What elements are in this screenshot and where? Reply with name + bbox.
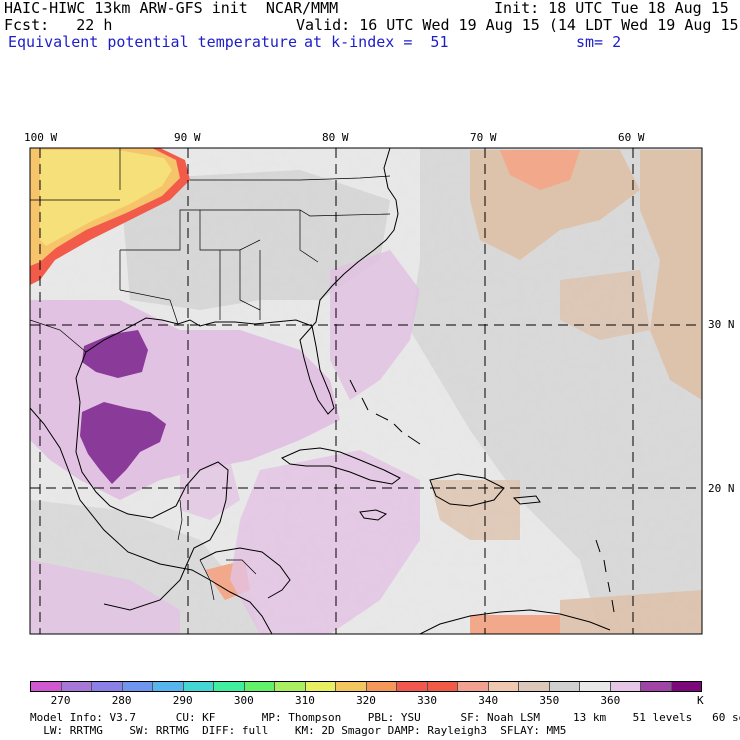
colorbar-swatch bbox=[183, 682, 214, 691]
lon-label-80w: 80 W bbox=[322, 131, 349, 144]
tan-region-mid-atlantic bbox=[560, 270, 650, 340]
tan-region-east-atlantic bbox=[640, 150, 702, 400]
tan-region-south bbox=[560, 590, 702, 634]
colorbar-swatch bbox=[31, 682, 62, 691]
salmon-region-north-atlantic bbox=[500, 150, 580, 190]
colorbar-swatch bbox=[580, 682, 611, 691]
colorbar-tick-label: 310 bbox=[294, 694, 315, 707]
model-info-line-2: LW: RRTMG SW: RRTMG DIFF: full KM: 2D Sm… bbox=[30, 724, 567, 737]
colorbar-swatch bbox=[549, 682, 580, 691]
colorbar bbox=[30, 681, 702, 692]
tan-region-north-atlantic bbox=[470, 150, 640, 260]
colorbar-swatch bbox=[641, 682, 672, 691]
colorbar-swatch bbox=[458, 682, 489, 691]
purple-dark-region-mexico bbox=[80, 402, 166, 484]
lat-lon-grid bbox=[30, 148, 702, 634]
lon-label-60w: 60 W bbox=[618, 131, 645, 144]
level-info: at k-index = 51 bbox=[304, 33, 449, 51]
colorbar-tick-label: 360 bbox=[600, 694, 621, 707]
init-time: Init: 18 UTC Tue 18 Aug 15 bbox=[494, 0, 729, 17]
colorbar-swatch bbox=[305, 682, 336, 691]
colorbar-tick-label: 290 bbox=[172, 694, 193, 707]
field-name: Equivalent potential temperature bbox=[8, 33, 297, 51]
colorbar-swatch bbox=[275, 682, 306, 691]
salmon-region-south-caribbean bbox=[470, 615, 560, 634]
colorbar-tick-label: 350 bbox=[539, 694, 560, 707]
colorbar-unit: K bbox=[697, 694, 704, 707]
coastlines bbox=[30, 148, 615, 634]
gray-region-atlantic bbox=[410, 148, 702, 634]
lon-label-70w: 70 W bbox=[470, 131, 497, 144]
model-info-line-1: Model Info: V3.7 CU: KF MP: Thompson PBL… bbox=[30, 711, 740, 724]
smoothing-info: sm= 2 bbox=[576, 33, 622, 51]
colorbar-tick-label: 330 bbox=[417, 694, 438, 707]
colorbar-tick-label: 300 bbox=[233, 694, 254, 707]
colorbar-tick-label: 270 bbox=[50, 694, 71, 707]
lon-label-100w: 100 W bbox=[24, 131, 58, 144]
colorbar-swatch bbox=[244, 682, 275, 691]
lat-label-30n: 30 N bbox=[708, 318, 735, 331]
colorbar-swatch bbox=[336, 682, 367, 691]
purple-light-region-caribbean bbox=[230, 450, 420, 634]
colorbar-swatch bbox=[610, 682, 641, 691]
model-title: HAIC-HIWC 13km ARW-GFS init NCAR/MMM bbox=[4, 0, 339, 17]
lat-label-20n: 20 N bbox=[708, 482, 735, 495]
forecast-hour: Fcst: 22 h bbox=[4, 16, 113, 34]
equivalent-potential-temperature-map bbox=[29, 147, 703, 635]
lon-label-90w: 90 W bbox=[174, 131, 201, 144]
political-borders bbox=[30, 148, 391, 601]
colorbar-swatch bbox=[92, 682, 123, 691]
purple-dark-region-texas bbox=[82, 330, 148, 378]
colorbar-swatch bbox=[519, 682, 550, 691]
yellow-region-southwest bbox=[40, 150, 172, 246]
colorbar-swatch bbox=[153, 682, 184, 691]
tan-region-caribbean bbox=[430, 480, 520, 540]
colorbar-swatch bbox=[366, 682, 397, 691]
purple-light-region-pacific bbox=[30, 560, 180, 634]
colorbar-swatch bbox=[488, 682, 519, 691]
colorbar-swatch bbox=[397, 682, 428, 691]
colorbar-swatch bbox=[61, 682, 92, 691]
colorbar-tick-label: 340 bbox=[478, 694, 499, 707]
colorbar-swatch bbox=[122, 682, 153, 691]
valid-time: Valid: 16 UTC Wed 19 Aug 15 (14 LDT Wed … bbox=[296, 16, 740, 34]
colorbar-tick-label: 320 bbox=[356, 694, 376, 707]
map-frame bbox=[29, 147, 703, 635]
colorbar-tick-label: 280 bbox=[111, 694, 132, 707]
colorbar-swatch bbox=[671, 682, 701, 691]
colorbar-swatch bbox=[427, 682, 458, 691]
colorbar-swatch bbox=[214, 682, 245, 691]
